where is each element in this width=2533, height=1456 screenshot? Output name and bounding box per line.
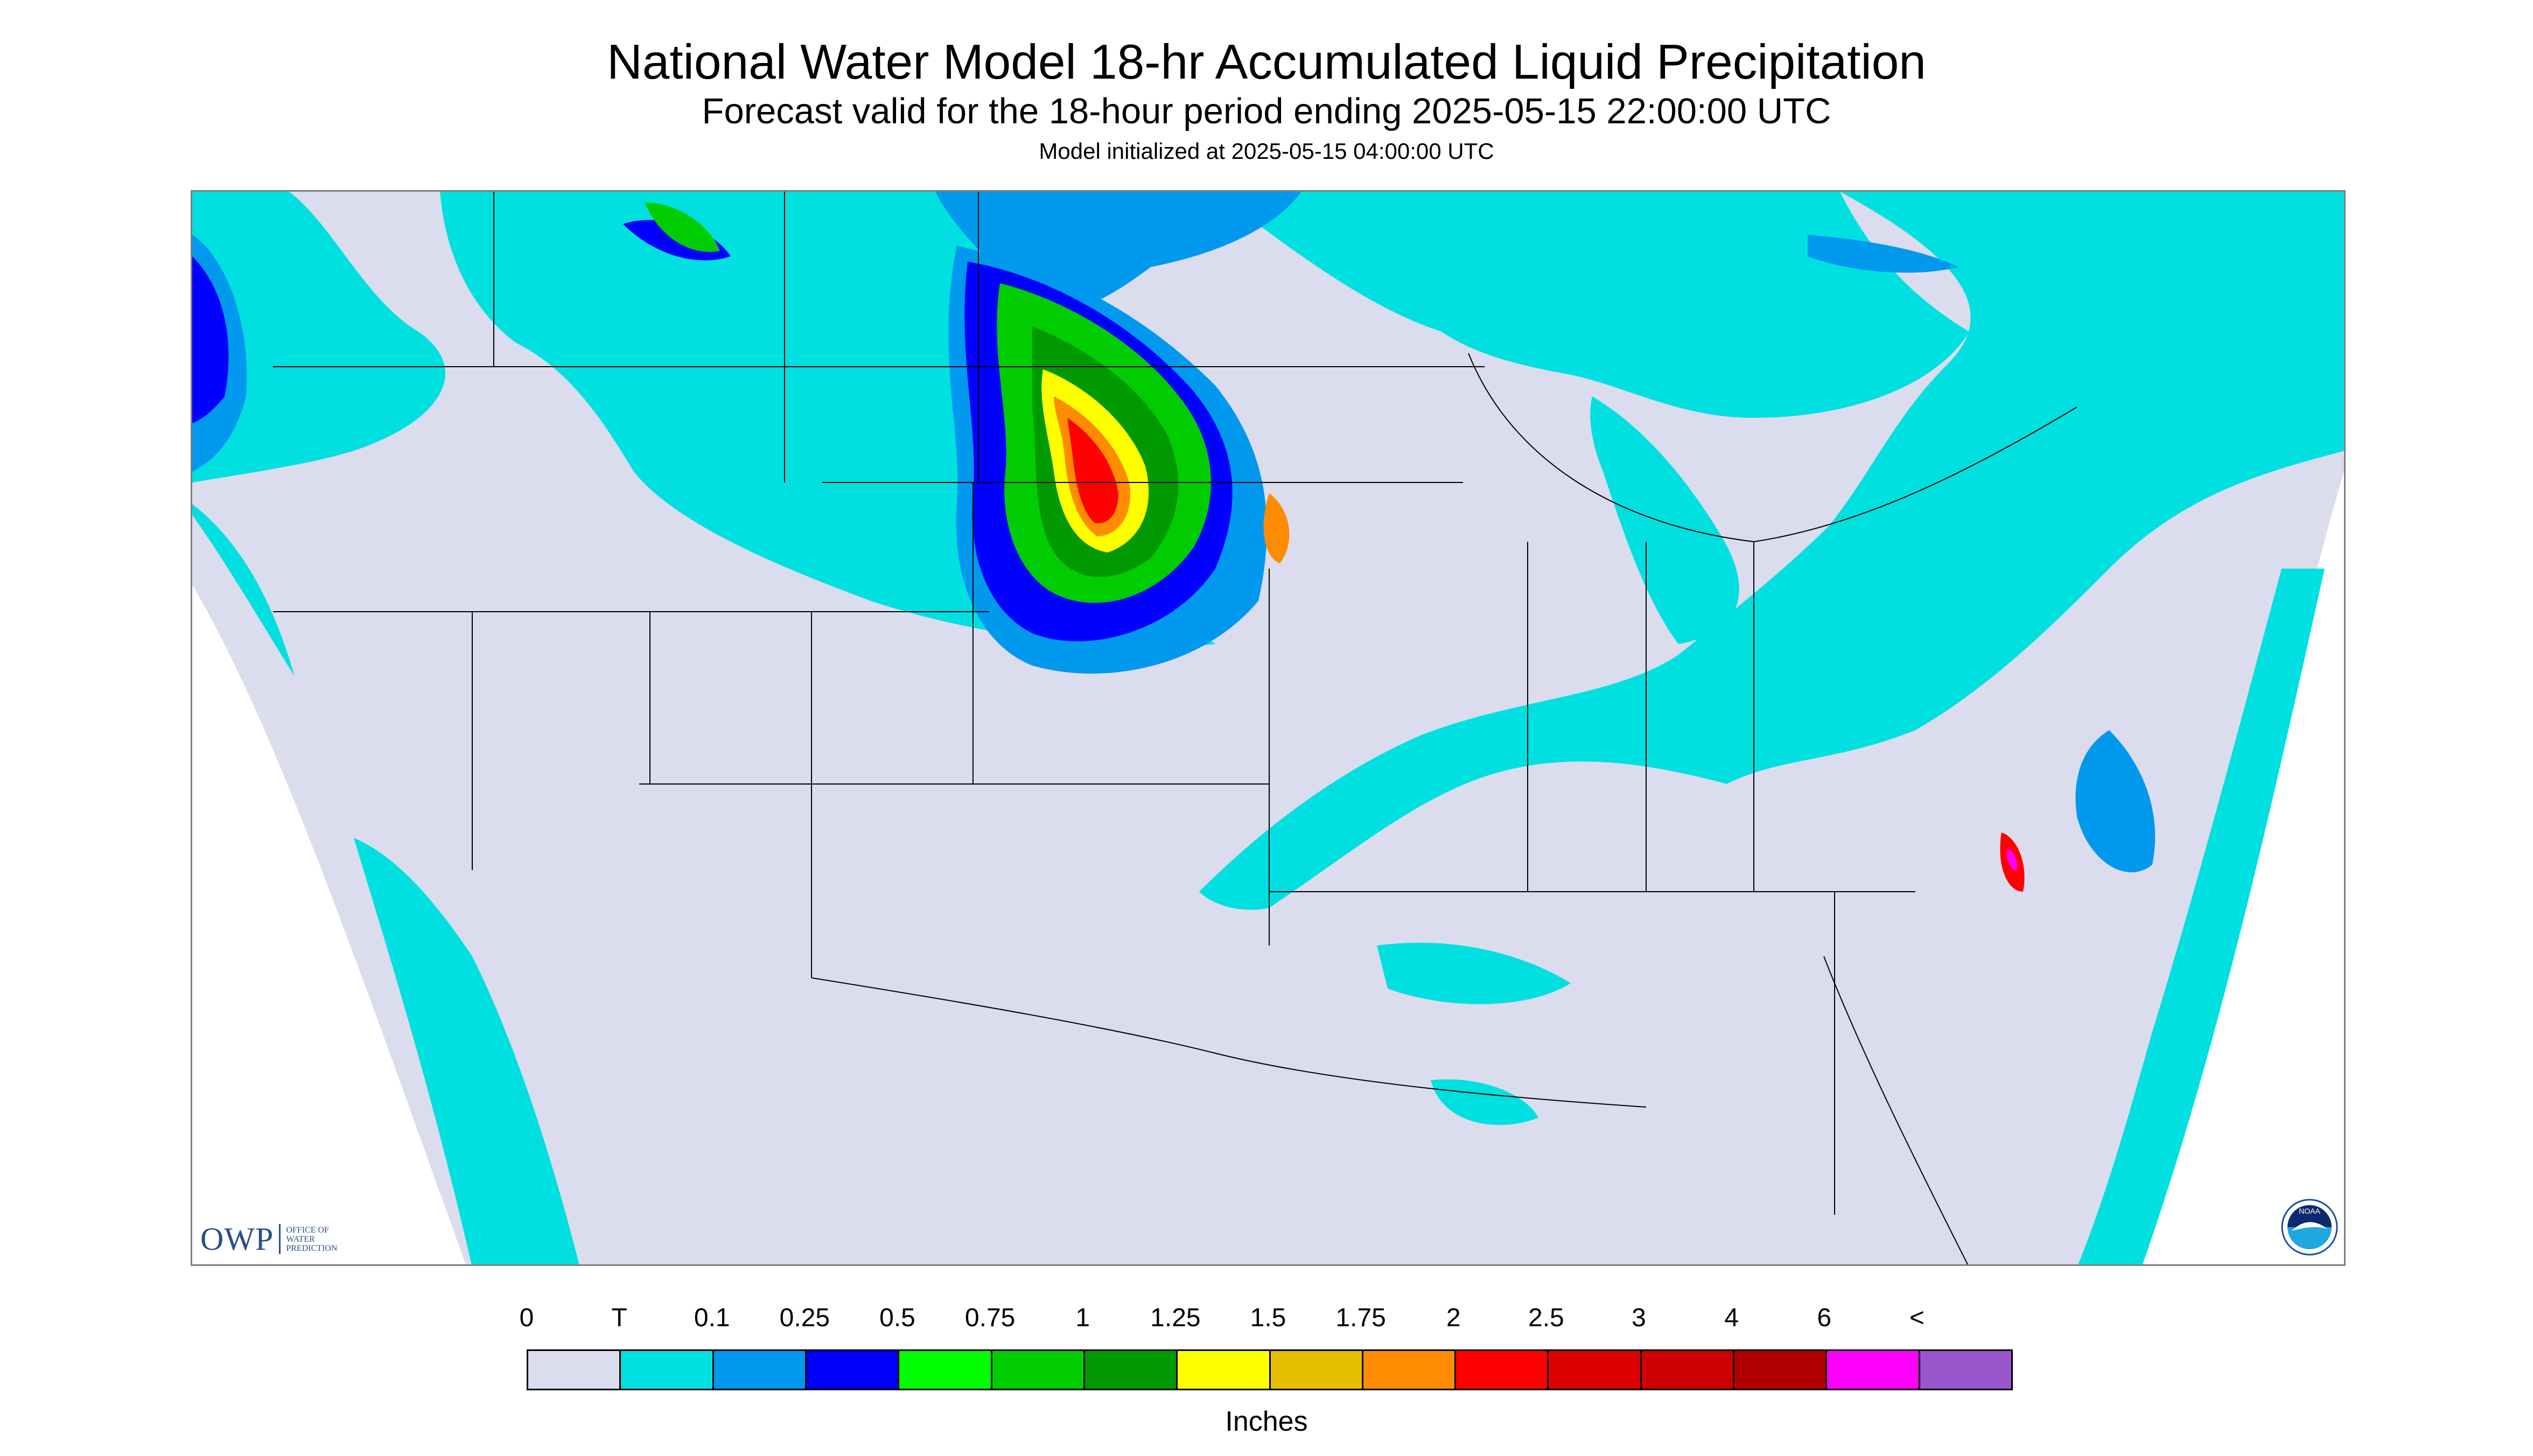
- legend-tick-label: 0.25: [779, 1304, 830, 1332]
- legend-swatch: [1084, 1351, 1178, 1389]
- precip-trace-layer: [192, 192, 2344, 1264]
- legend-tick-label: 1.25: [1150, 1304, 1201, 1332]
- boundaries-layer: [273, 192, 2077, 1264]
- legend-swatch: [992, 1351, 1085, 1389]
- legend-swatch: [1363, 1351, 1457, 1389]
- legend-swatch: [1920, 1351, 2011, 1389]
- legend-swatch: [1641, 1351, 1735, 1389]
- legend-tick-label: 1: [1075, 1304, 1090, 1332]
- owp-logo: OWP Office of Water Prediction: [200, 1220, 356, 1258]
- map-canvas: [192, 192, 2344, 1264]
- legend-tick-label: 6: [1817, 1304, 1832, 1332]
- owp-logo-text: Office of Water Prediction: [286, 1225, 338, 1253]
- legend-tick-label: 2: [1446, 1304, 1461, 1332]
- legend-swatch: [806, 1351, 900, 1389]
- legend-swatch: [1549, 1351, 1642, 1389]
- model-init-time: Model initialized at 2025-05-15 04:00:00…: [1039, 138, 1494, 164]
- noaa-logo: NOAA: [2281, 1199, 2338, 1256]
- legend-tick-label: 4: [1724, 1304, 1739, 1332]
- legend-swatch: [713, 1351, 807, 1389]
- legend-swatch: [621, 1351, 714, 1389]
- legend-tick-label: 0.1: [694, 1304, 730, 1332]
- legend-swatch: [899, 1351, 992, 1389]
- precipitation-map: [191, 190, 2346, 1266]
- noaa-logo-text: NOAA: [2299, 1207, 2320, 1215]
- owp-logo-divider: [279, 1224, 281, 1254]
- legend-swatch: [1178, 1351, 1271, 1389]
- legend-colorbar: [527, 1349, 2013, 1390]
- legend-swatch: [1827, 1351, 1920, 1389]
- chart-subtitle: Forecast valid for the 18-hour period en…: [702, 91, 1831, 131]
- legend-swatch: [1270, 1351, 1363, 1389]
- legend-tick-label: 1.5: [1250, 1304, 1286, 1332]
- legend-tick-label: 3: [1632, 1304, 1646, 1332]
- legend-swatch: [528, 1351, 621, 1389]
- legend-tick-label: T: [611, 1304, 627, 1332]
- owp-logo-letters: OWP: [200, 1221, 274, 1257]
- chart-title: National Water Model 18-hr Accumulated L…: [607, 35, 1926, 89]
- legend-tick-label: 0.75: [964, 1304, 1016, 1332]
- precip-heavy-layer: [1041, 369, 2025, 892]
- legend-tick-label: 0: [519, 1304, 534, 1332]
- legend-tick-label: 2.5: [1528, 1304, 1564, 1332]
- legend-tick-label: 1.75: [1335, 1304, 1386, 1332]
- legend-unit-label: Inches: [1225, 1406, 1308, 1437]
- legend-swatch: [1734, 1351, 1828, 1389]
- legend-tick-label: <: [1909, 1304, 1925, 1332]
- legend-swatch: [1456, 1351, 1549, 1389]
- legend-tick-label: 0.5: [879, 1304, 915, 1332]
